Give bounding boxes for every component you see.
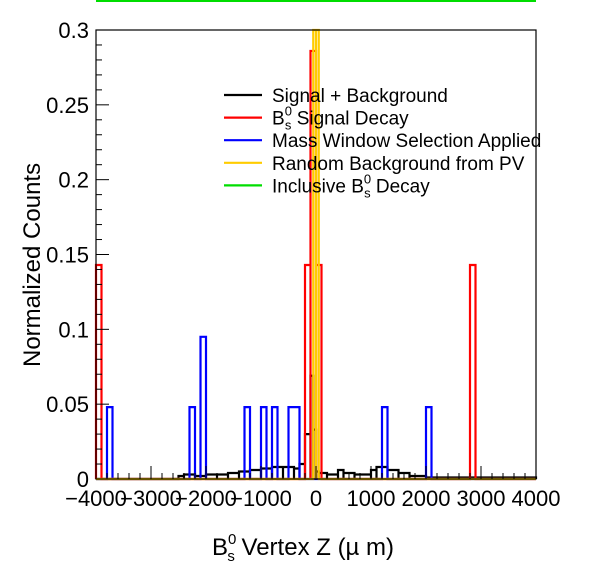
x-axis-title-sup: 0 xyxy=(228,531,236,548)
x-tick-label: −3000 xyxy=(120,486,182,511)
y-axis-title: Normalized Counts xyxy=(19,163,46,367)
legend-text-post: Signal Decay xyxy=(291,109,409,130)
legend-text-main: Mass Window Selection Applied xyxy=(272,131,541,152)
legend-label-4: Inclusive B0 s Decay xyxy=(272,171,430,200)
y-tick-label: 0.2 xyxy=(58,168,89,193)
y-tick-label: 0.15 xyxy=(46,243,89,268)
x-tick-label: 3000 xyxy=(457,486,506,511)
y-tick-label: 0.1 xyxy=(58,317,89,342)
legend-label-2: Mass Window Selection Applied xyxy=(272,131,541,152)
x-axis-title-rest: Vertex Z (µ m) xyxy=(235,534,394,561)
x-axis-title-main: B xyxy=(212,534,228,561)
legend-text-sup: 0 xyxy=(285,104,292,119)
legend-text-sup: 0 xyxy=(364,171,371,186)
y-tick-label: 0 xyxy=(77,467,89,492)
legend-text-sub: s xyxy=(285,118,292,133)
legend-text-main: Signal + Background xyxy=(272,86,448,107)
y-tick-label: 0.3 xyxy=(58,18,89,43)
legend-label-3: Random Background from PV xyxy=(272,154,525,175)
series-line-2 xyxy=(96,335,536,481)
y-tick-label: 0.05 xyxy=(46,392,89,417)
x-tick-label: −2000 xyxy=(175,486,237,511)
y-tick-label: 0.25 xyxy=(46,93,89,118)
legend-text-main: Inclusive B xyxy=(272,176,364,197)
legend-text-sub: s xyxy=(364,185,371,200)
x-tick-label: −4000 xyxy=(65,486,127,511)
legend-text-main: Random Background from PV xyxy=(272,154,525,175)
legend-label-1: B0 s Signal Decay xyxy=(272,104,409,133)
legend-label-0: Signal + Background xyxy=(272,86,448,107)
x-axis-ticks: −4000−3000−2000−1000 0 1000 2000 3000 4000 xyxy=(65,466,560,511)
x-tick-label: 2000 xyxy=(402,486,451,511)
x-axis-title: B0 s Vertex Z (µ m) xyxy=(212,531,394,565)
x-tick-label: −1000 xyxy=(230,486,292,511)
x-tick-label: 0 xyxy=(310,486,322,511)
x-axis-title-sub: s xyxy=(227,548,235,565)
y-axis-ticks: 0 0.05 0.1 0.15 0.2 0.25 0.3 xyxy=(46,18,109,492)
legend-text-main: B xyxy=(272,109,285,130)
legend-text-post: Decay xyxy=(371,176,431,197)
x-tick-label: 1000 xyxy=(347,486,396,511)
x-tick-label: 4000 xyxy=(512,486,561,511)
